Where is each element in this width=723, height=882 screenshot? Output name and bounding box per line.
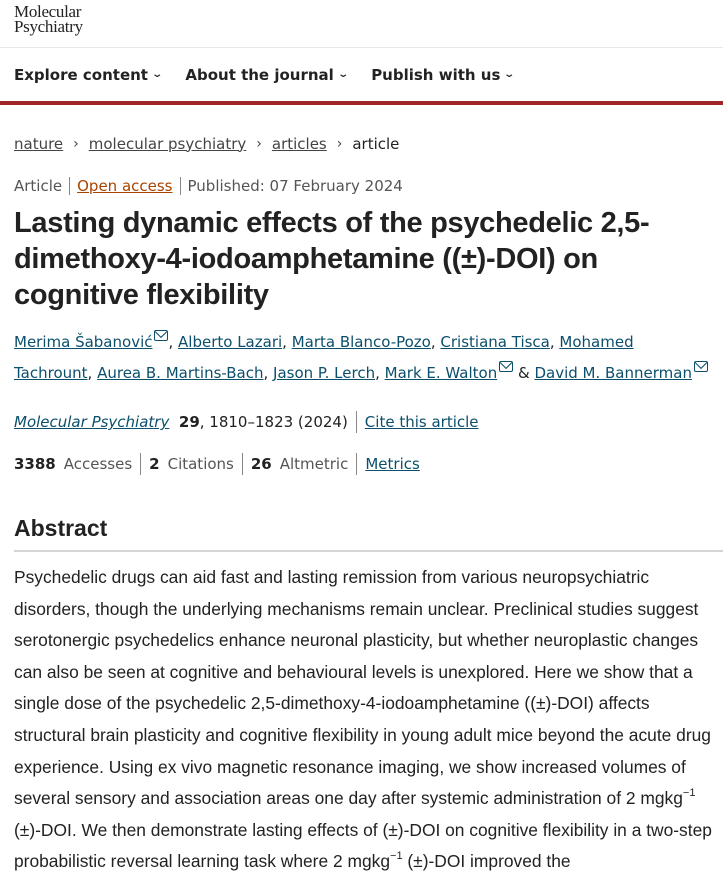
abstract-part: (±)-DOI improved the — [402, 851, 571, 872]
nav-explore-content[interactable]: Explore content ⌄ — [14, 65, 164, 84]
author-link[interactable]: Marta Blanco-Pozo — [291, 333, 431, 351]
accesses-count: 3388 — [14, 455, 56, 473]
nav-about-journal[interactable]: About the journal ⌄ — [185, 65, 349, 84]
nav-publish[interactable]: Publish with us ⌄ — [371, 65, 516, 84]
chevron-right-icon: › — [256, 135, 262, 152]
pages: , 1810–1823 (2024) — [199, 413, 348, 431]
article-type: Article — [14, 177, 63, 195]
nav-label: Explore content — [14, 65, 148, 84]
divider — [355, 411, 357, 433]
chevron-right-icon: › — [73, 135, 79, 152]
superscript: −1 — [682, 787, 696, 800]
abstract-heading: Abstract — [14, 515, 723, 552]
journal-logo[interactable]: Molecular Psychiatry — [14, 2, 709, 36]
author-link[interactable]: David M. Bannerman — [534, 364, 692, 382]
altmetric-count: 26 — [250, 455, 272, 473]
divider — [241, 453, 243, 475]
published-date: Published: 07 February 2024 — [179, 177, 410, 195]
site-header: Molecular Psychiatry — [0, 0, 723, 48]
email-icon[interactable] — [154, 330, 169, 341]
chevron-down-icon: ⌄ — [151, 69, 164, 80]
author-list: Merima Šabanović, Alberto Lazari, Marta … — [0, 313, 723, 389]
open-access-link[interactable]: Open access — [77, 177, 173, 195]
accesses-label: Accesses — [63, 455, 133, 473]
chevron-right-icon: › — [336, 135, 343, 152]
journal-link[interactable]: Molecular Psychiatry — [14, 413, 170, 431]
divider — [140, 453, 142, 475]
nav-label: Publish with us — [371, 65, 501, 84]
main-nav: Explore content ⌄ About the journal ⌄ Publ… — [0, 48, 723, 105]
abstract-text: Psychedelic drugs can aid fast and lasti… — [0, 552, 723, 878]
abstract-part: Psychedelic drugs can aid fast and lasti… — [14, 567, 711, 809]
logo-line2: Psychiatry — [14, 17, 83, 36]
metrics-link[interactable]: Metrics — [365, 455, 420, 473]
chevron-down-icon: ⌄ — [337, 69, 349, 80]
abstract-part: (±)-DOI. We then demonstrate lasting eff… — [14, 819, 712, 872]
breadcrumb-nature[interactable]: nature — [14, 134, 64, 153]
citation-line: Molecular Psychiatry 29, 1810–1823 (2024… — [0, 389, 723, 433]
author-link[interactable]: Alberto Lazari — [178, 333, 283, 351]
author-link[interactable]: Aurea B. Martins-Bach — [97, 364, 264, 382]
email-icon[interactable] — [499, 361, 514, 372]
breadcrumb-journal[interactable]: molecular psychiatry — [88, 134, 247, 153]
breadcrumb-current: article — [352, 134, 400, 153]
logo-line1: Molecular — [14, 2, 82, 21]
author-link[interactable]: Jason P. Lerch — [273, 364, 376, 382]
superscript: −1 — [390, 850, 403, 863]
citations-label: Citations — [167, 455, 234, 473]
author-link[interactable]: Mark E. Walton — [384, 364, 498, 382]
author-link[interactable]: Merima Šabanović — [14, 333, 153, 351]
altmetric-label: Altmetric — [279, 455, 349, 473]
breadcrumb: nature › molecular psychiatry › articles › … — [0, 105, 723, 157]
divider — [356, 453, 358, 475]
metrics-bar: 3388 Accesses 2 Citations 26 Altmetric Metr… — [0, 433, 723, 475]
article-title: Lasting dynamic effects of the psychedel… — [14, 207, 650, 311]
email-icon[interactable] — [693, 361, 708, 372]
chevron-down-icon: ⌄ — [503, 69, 516, 80]
nav-label: About the journal — [185, 65, 334, 84]
citations-count: 2 — [149, 455, 160, 473]
volume: 29 — [178, 413, 200, 431]
article-meta: Article Open access Published: 07 Februa… — [0, 177, 723, 195]
author-link[interactable]: Cristiana Tisca — [440, 333, 550, 351]
breadcrumb-articles[interactable]: articles — [271, 134, 327, 153]
author-link[interactable]: Mohamed Tachrount — [14, 333, 634, 382]
cite-this-article-link[interactable]: Cite this article — [364, 413, 479, 431]
